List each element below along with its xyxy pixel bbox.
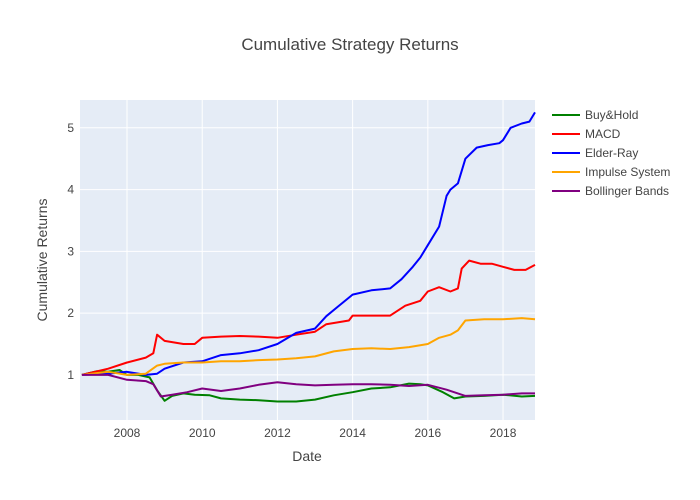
y-axis-title: Cumulative Returns xyxy=(34,199,50,322)
legend-item-macd[interactable]: MACD xyxy=(552,127,621,141)
legend[interactable]: Buy&Hold MACD Elder-Ray Impulse System Bolli… xyxy=(552,108,670,198)
x-tick-label: 2014 xyxy=(339,426,366,440)
plot-lines xyxy=(81,111,536,403)
x-tick-label: 2018 xyxy=(490,426,517,440)
series-line-impulse-system xyxy=(81,317,536,376)
y-tick-label: 1 xyxy=(67,368,74,382)
legend-item-elder-ray[interactable]: Elder-Ray xyxy=(552,146,638,160)
series-line-buy-hold xyxy=(81,369,536,403)
x-tick-label: 2012 xyxy=(264,426,291,440)
x-tick-label: 2008 xyxy=(114,426,141,440)
chart-title: Cumulative Strategy Returns xyxy=(241,35,458,54)
legend-item-bollinger-bands[interactable]: Bollinger Bands xyxy=(552,184,669,198)
y-tick-label: 2 xyxy=(67,306,74,320)
x-tick-label: 2010 xyxy=(189,426,216,440)
series-line-bollinger-bands xyxy=(81,373,535,398)
y-tick-label: 5 xyxy=(67,121,74,135)
gridlines xyxy=(80,100,535,420)
y-tick-label: 3 xyxy=(67,244,74,258)
y-axis-ticks: 1 2 3 4 5 xyxy=(67,121,74,382)
y-tick-label: 4 xyxy=(67,183,74,197)
series-line-macd xyxy=(81,259,536,376)
legend-label: Buy&Hold xyxy=(585,108,638,122)
legend-label: MACD xyxy=(585,127,621,141)
legend-label: Impulse System xyxy=(585,165,670,179)
legend-label: Bollinger Bands xyxy=(585,184,669,198)
x-axis-title: Date xyxy=(292,448,322,464)
legend-label: Elder-Ray xyxy=(585,146,638,160)
x-tick-label: 2016 xyxy=(414,426,441,440)
legend-item-buy-hold[interactable]: Buy&Hold xyxy=(552,108,638,122)
x-axis-ticks: 2008 2010 2012 2014 2016 2018 xyxy=(114,426,517,440)
legend-item-impulse-system[interactable]: Impulse System xyxy=(552,165,670,179)
